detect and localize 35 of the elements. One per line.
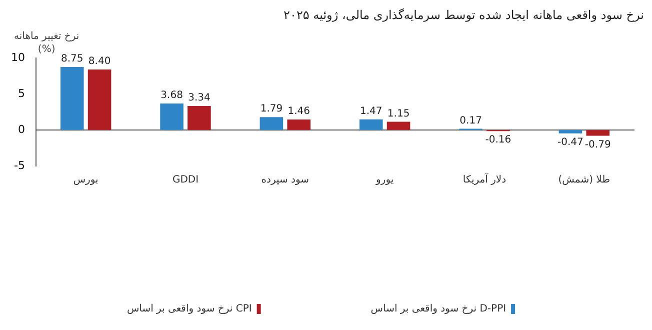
bar [188,106,211,130]
data-label: 3.68 [160,90,183,102]
bar [386,122,410,130]
bar [60,67,84,130]
bar [586,130,610,136]
data-label: 0.17 [460,115,482,126]
data-label: 1.15 [387,108,410,120]
x-tick-label: طلا (شمش) [558,174,610,186]
data-label: -0.79 [584,139,611,150]
bar [260,117,284,130]
x-tick-label: دلار آمریکا [462,172,506,186]
y-tick-label: -5 [14,158,25,172]
data-label: -0.47 [558,136,584,148]
bar [558,130,582,134]
data-label: 8.75 [60,54,84,65]
y-tick-label: 0 [18,122,25,136]
bar [88,70,112,130]
data-label: 1.79 [260,104,283,115]
y-tick-label: 10 [10,50,25,64]
bar [359,119,383,130]
x-tick-label: یورو [375,174,394,186]
chart-title: نرخ سود واقعی ماهانه ایجاد شده توسط سرمایه‌گذاری مالی، ژوئیه ۲۰۲۵ [282,8,644,24]
legend-label: نرخ سود واقعی بر اساس CPI [126,304,252,315]
x-tick-label: GDDI [172,174,199,186]
data-label: 8.40 [88,56,111,68]
x-tick-label: بورس [73,174,98,186]
data-label: 3.34 [188,92,210,104]
data-label: 1.46 [288,106,310,118]
data-label: -0.16 [485,134,512,146]
legend-label: نرخ سود واقعی بر اساس D-PPI [370,304,506,315]
data-label: 1.47 [360,106,382,118]
bar [287,119,311,130]
x-tick-label: سود سپرده [261,174,310,186]
y-tick-label: 5 [18,86,25,100]
bar [160,104,184,130]
